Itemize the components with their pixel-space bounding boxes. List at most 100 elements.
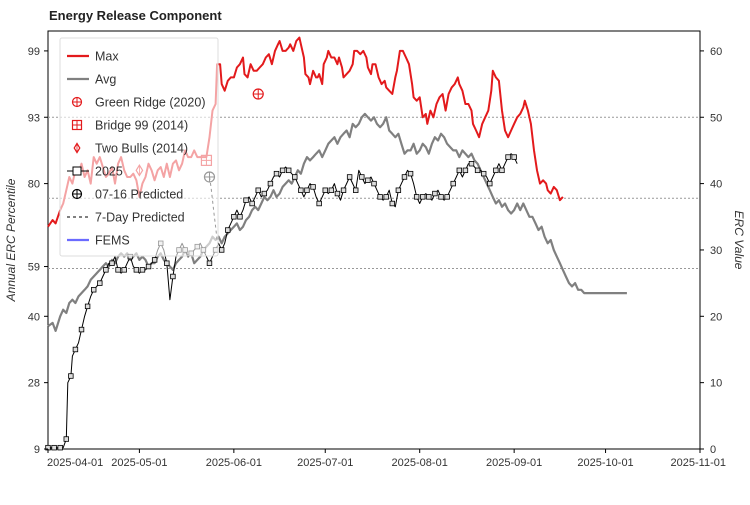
point-2025	[420, 194, 426, 200]
point-2025	[109, 260, 115, 266]
y-left-tick-label: 93	[28, 112, 40, 124]
legend-item-fems: FEMS	[67, 234, 130, 248]
plot-frame	[47, 30, 701, 450]
point-2025	[298, 187, 304, 193]
point-2025	[218, 247, 225, 253]
point-2025	[261, 190, 268, 197]
legend-swatch-bridge-99-2014-	[71, 119, 83, 131]
point-2025	[310, 184, 316, 190]
y-axis-left-label: Annual ERC Percentile	[4, 178, 18, 302]
legend-label-two-bulls-2014-: Two Bulls (2014)	[95, 142, 188, 156]
y-left-tick-label: 40	[28, 311, 40, 323]
point-2025	[432, 190, 438, 197]
legend-swatch-marker-2025	[72, 166, 82, 176]
point-2025	[438, 194, 444, 200]
point-2025	[505, 154, 511, 160]
point-2025	[468, 160, 475, 167]
axis-layer: 0 10 20 30 40 50 60 9 28 40 59 80 93 99 2025-04-01 2025…	[28, 46, 726, 469]
legend-label-7-day-predicted: 7-Day Predicted	[95, 211, 185, 225]
legend-item-2025: 2025	[67, 165, 123, 179]
y-right-tick-label: 60	[710, 46, 722, 58]
point-2025	[68, 373, 74, 379]
y-right-tick-label: 50	[710, 112, 722, 124]
point-2025	[487, 180, 493, 187]
y-left-tick-label: 99	[28, 46, 40, 58]
point-2025	[456, 167, 463, 174]
point-2025	[267, 180, 274, 187]
point-2025	[340, 187, 347, 193]
legend-label-green-ridge-2020-: Green Ridge (2020)	[95, 96, 205, 110]
legend-item-two-bulls-2014-: Two Bulls (2014)	[73, 142, 188, 156]
point-2025	[273, 170, 280, 177]
chart-title: Energy Release Component	[49, 8, 222, 23]
point-2025	[285, 167, 292, 174]
y-right-tick-label: 10	[710, 378, 722, 390]
point-2025	[389, 200, 395, 207]
legend-item-green-ridge-2020-: Green Ridge (2020)	[71, 96, 205, 110]
point-2025	[359, 174, 365, 180]
x-tick-label: 2025-10-01	[577, 457, 633, 469]
point-2025	[133, 267, 140, 273]
point-2025	[322, 187, 328, 193]
point-2025	[237, 214, 243, 220]
legend-label-fems: FEMS	[95, 234, 130, 248]
legend-item-max: Max	[67, 50, 119, 64]
point-2025	[225, 227, 231, 233]
x-tick-label: 2025-08-01	[392, 457, 448, 469]
point-2025	[292, 174, 298, 180]
legend-label-07-16-predicted: 07-16 Predicted	[95, 188, 183, 202]
point-2025	[243, 197, 249, 203]
point-2025	[206, 260, 213, 266]
legend-label-2025: 2025	[95, 165, 123, 179]
point-2025	[365, 177, 371, 183]
y-left-tick-label: 28	[28, 378, 40, 390]
point-2025	[72, 346, 79, 353]
point-2025	[97, 280, 103, 286]
point-2025	[334, 190, 341, 197]
point-2025	[444, 194, 450, 200]
point-2025	[499, 167, 505, 174]
point-2025	[353, 187, 359, 193]
point-2025	[493, 167, 499, 174]
y-right-tick-label: 30	[710, 245, 722, 257]
x-tick-label: 2025-07-01	[297, 457, 353, 469]
legend-swatch-two-bulls-2014-	[73, 142, 81, 154]
point-2025	[145, 263, 152, 270]
point-2025	[328, 187, 335, 193]
point-2025	[170, 273, 176, 280]
legend-item-bridge-99-2014-: Bridge 99 (2014)	[71, 119, 188, 133]
point-2025	[316, 200, 322, 207]
y-right-tick-label: 20	[710, 311, 722, 323]
legend-item-7-day-predicted: 7-Day Predicted	[67, 211, 185, 225]
point-2025	[346, 174, 353, 180]
series-line-avg	[47, 112, 627, 332]
point-2025	[51, 444, 57, 451]
legend-swatch-green-ridge-2020-	[71, 96, 83, 108]
legend-item-07-16-predicted: 07-16 Predicted	[71, 188, 183, 202]
point-2025	[474, 167, 481, 174]
point-2025	[151, 257, 158, 263]
y-right-tick-label: 0	[710, 444, 716, 456]
point-2025	[91, 287, 97, 293]
point-2025	[462, 167, 469, 174]
y-right-tick-label: 40	[710, 179, 722, 191]
x-tick-label: 2025-09-01	[486, 457, 542, 469]
legend-swatch-07-16-predicted	[71, 188, 83, 200]
point-2025	[115, 267, 121, 273]
point-2025	[84, 303, 91, 310]
y-left-tick-label: 59	[28, 262, 40, 274]
x-tick-label: 2025-04-01	[47, 457, 103, 469]
point-2025	[371, 180, 377, 187]
point-2025	[57, 444, 63, 451]
legend-box	[59, 37, 219, 257]
point-2025	[121, 267, 127, 273]
point-2025	[139, 267, 146, 273]
x-tick-label: 2025-05-01	[111, 457, 167, 469]
point-2025	[279, 167, 286, 174]
y-left-tick-label: 9	[34, 444, 40, 456]
legend-label-bridge-99-2014-: Bridge 99 (2014)	[95, 119, 188, 133]
point-2025	[249, 200, 255, 207]
point-2025	[426, 194, 432, 200]
point-2025	[511, 154, 517, 160]
